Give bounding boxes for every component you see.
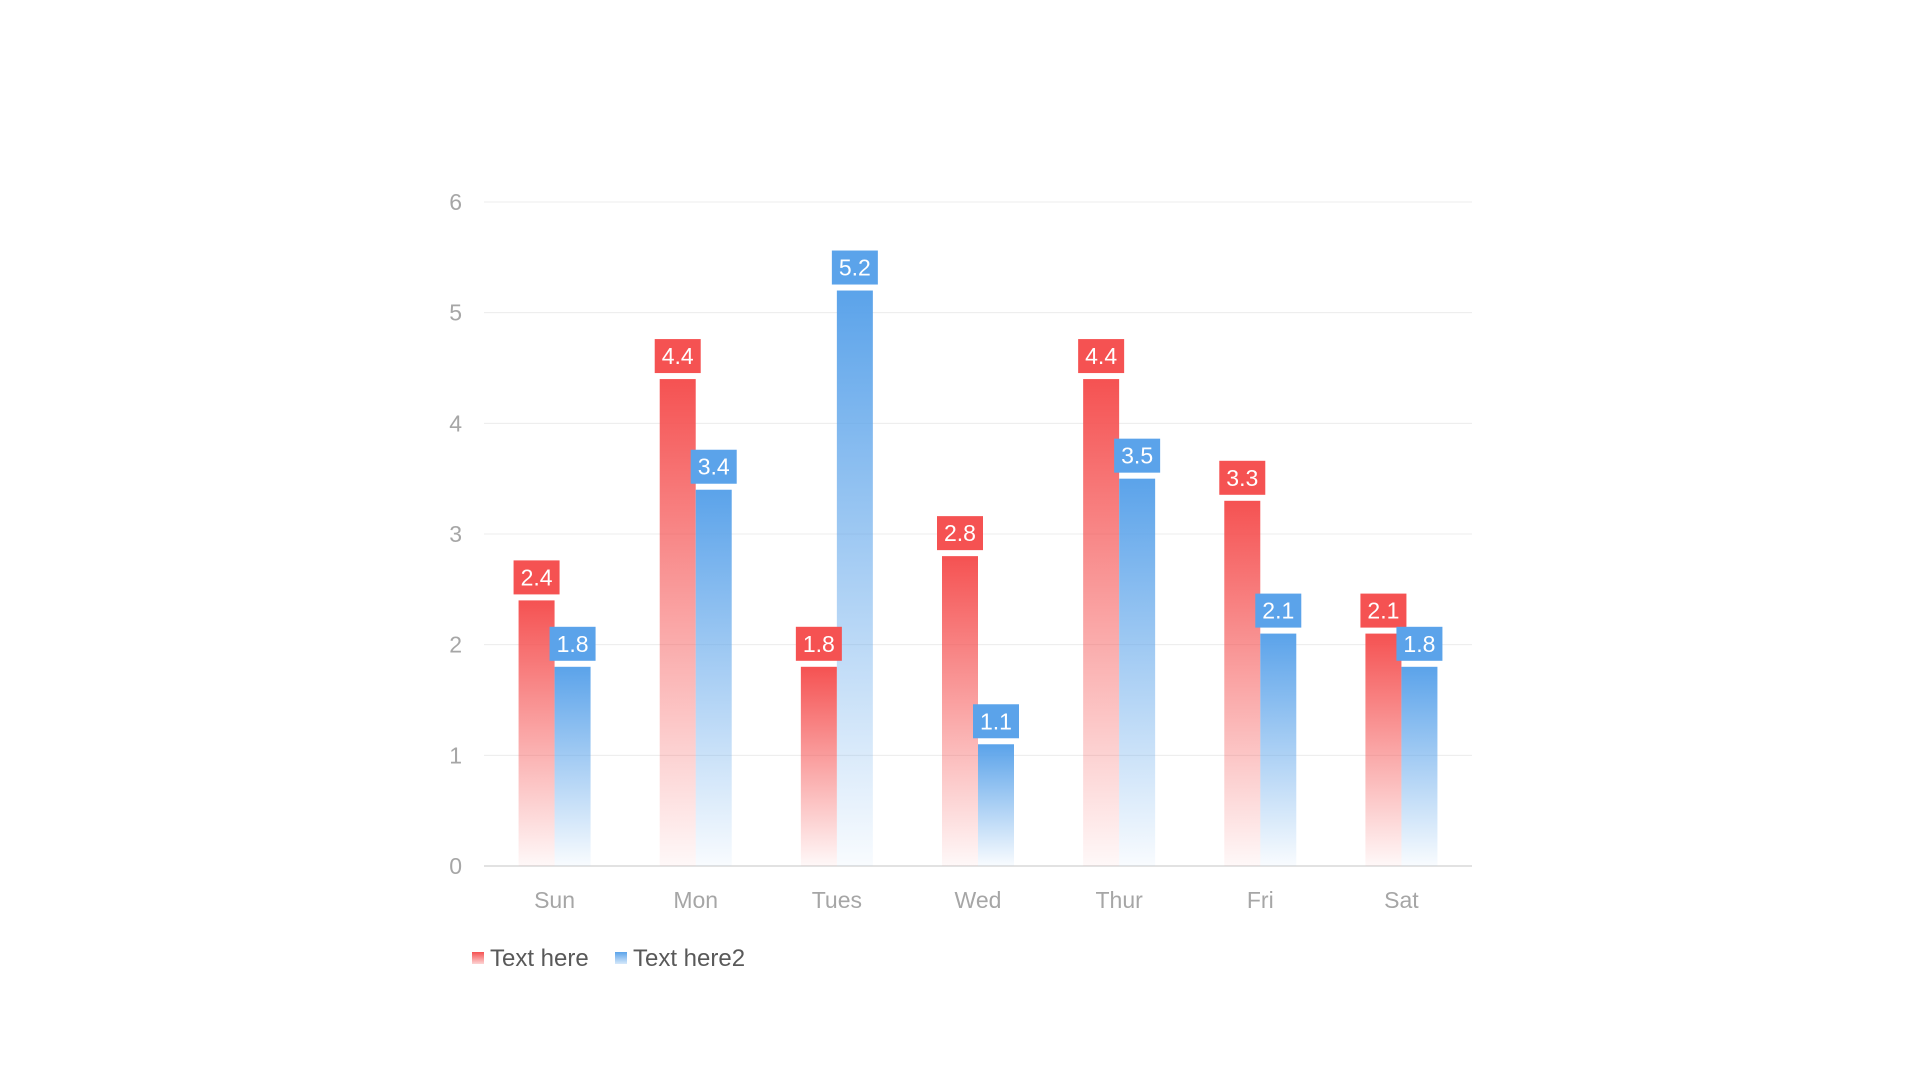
data-label-box (513, 560, 560, 595)
bar-sun-series-1 (518, 600, 555, 866)
legend-swatch-series-2 (615, 952, 627, 964)
y-tick-label: 3 (449, 521, 462, 547)
y-tick-label: 4 (449, 410, 462, 436)
data-label: 4.4 (1085, 343, 1117, 369)
bar-mon-series-1 (659, 379, 696, 866)
data-label: 2.8 (944, 520, 976, 546)
data-label-box (973, 704, 1019, 739)
bars (518, 290, 1438, 866)
bar-sun-series-2 (554, 666, 591, 866)
data-label: 2.1 (1367, 598, 1399, 624)
data-label-box (831, 250, 878, 285)
bar-sat-series-1 (1365, 633, 1402, 866)
data-label-box (690, 449, 737, 484)
data-label-box (1114, 438, 1161, 473)
bar-sat-series-2 (1401, 666, 1438, 866)
legend-label-series-1: Text here (490, 945, 589, 972)
data-label-box (795, 626, 842, 661)
bar-thur-series-2 (1119, 478, 1156, 866)
data-label: 4.4 (662, 343, 694, 369)
bar-fri-series-2 (1260, 633, 1297, 866)
bar-tues-series-1 (800, 666, 837, 866)
data-label: 3.4 (698, 454, 730, 480)
bar-tues-series-2 (836, 290, 873, 866)
data-label-box (654, 339, 701, 374)
y-tick-label: 0 (449, 853, 462, 879)
data-label: 2.1 (1262, 598, 1294, 624)
y-tick-label: 2 (449, 632, 462, 658)
x-tick-label: Thur (1095, 887, 1143, 913)
x-tick-label: Wed (955, 887, 1002, 913)
data-label: 1.8 (1403, 631, 1435, 657)
y-tick-label: 1 (449, 742, 462, 768)
data-label-box (1396, 626, 1443, 661)
data-label: 2.4 (521, 564, 553, 590)
y-axis-tick-labels: 0 1 2 3 4 5 6 (449, 189, 462, 879)
legend-label-series-2: Text here2 (633, 945, 745, 972)
data-label: 1.1 (980, 708, 1012, 734)
bar-wed-series-1 (942, 556, 978, 866)
data-label: 1.8 (557, 631, 589, 657)
data-labels: 2.41.84.43.41.85.22.81.14.43.53.32.1 2.11… (513, 250, 1443, 739)
data-label-box (1078, 339, 1125, 374)
x-tick-label: Tues (812, 887, 862, 913)
legend-swatch-series-1 (472, 952, 484, 964)
bar-wed-series-2 (978, 744, 1014, 866)
x-axis-tick-labels: Sun Mon Tues Wed Thur Fri Sat (534, 887, 1419, 913)
data-label-box (549, 626, 596, 661)
data-label: 3.5 (1121, 443, 1153, 469)
bar-fri-series-1 (1224, 500, 1261, 866)
data-label: 5.2 (839, 255, 871, 281)
x-tick-label: Fri (1247, 887, 1274, 913)
gridlines (484, 201, 1472, 867)
data-label-box (1219, 460, 1266, 495)
y-tick-label: 5 (449, 300, 462, 326)
bar-thur-series-1 (1083, 379, 1120, 866)
y-tick-label: 6 (449, 189, 462, 215)
data-label-box (937, 516, 983, 551)
data-label-box (1360, 593, 1407, 628)
x-tick-label: Sun (534, 887, 575, 913)
legend: Text here Text here2 (472, 945, 745, 972)
data-label: 3.3 (1226, 465, 1258, 491)
bar-mon-series-2 (695, 489, 732, 866)
data-label: 1.8 (803, 631, 835, 657)
x-tick-label: Mon (673, 887, 718, 913)
data-label-box (1255, 593, 1302, 628)
x-tick-label: Sat (1384, 887, 1419, 913)
